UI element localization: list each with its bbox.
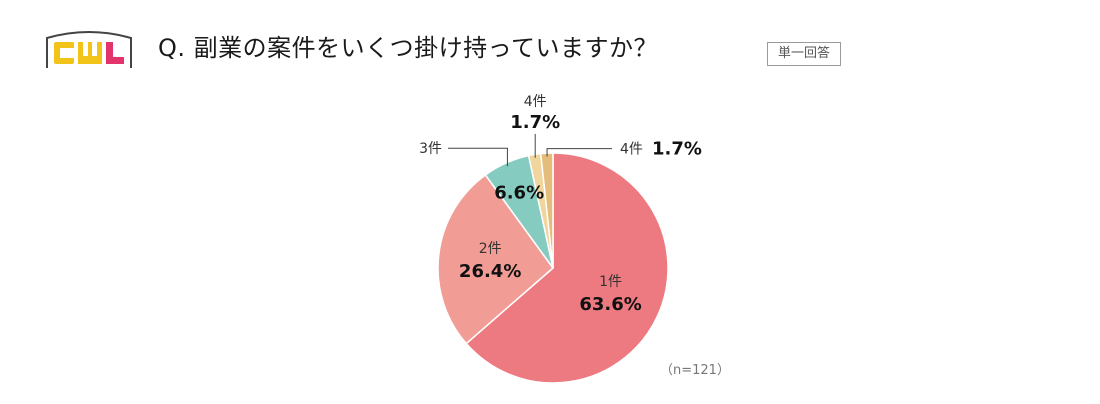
slice-label-category-2: 2件	[479, 241, 502, 257]
slice-label-value-3: 6.6%	[494, 182, 544, 203]
sample-size-note: （n=121）	[660, 363, 730, 378]
slice-label-value-5: 1.7%	[652, 139, 702, 160]
slice-label-value-2: 26.4%	[459, 261, 521, 282]
slice-label-category-5: 4件	[620, 142, 643, 158]
logo-frame	[46, 31, 132, 68]
slice-label-category-1: 1件	[599, 274, 622, 290]
slice-label-value-4: 1.7%	[510, 112, 560, 133]
pie-slice-2	[437, 173, 555, 345]
question-title: Q. 副業の案件をいくつ掛け持っていますか？	[158, 34, 658, 62]
answer-type-badge: 単一回答	[767, 42, 842, 66]
leader-line-5	[546, 148, 612, 157]
leader-line-3	[448, 147, 508, 167]
logo-letter-l	[106, 42, 113, 64]
pie-slice-1	[465, 152, 669, 384]
slice-label-category-3: 3件	[419, 141, 442, 157]
slice-label-category-4: 4件	[524, 94, 547, 110]
slice-label-value-1: 63.6%	[579, 294, 641, 315]
cwl-logo	[46, 31, 132, 68]
